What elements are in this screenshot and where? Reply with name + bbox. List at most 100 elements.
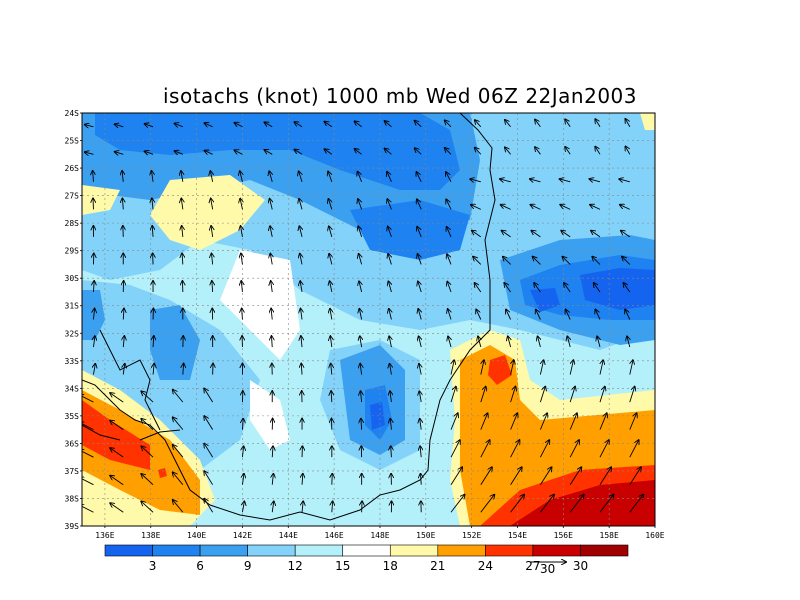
colorbar-level-label: 24 (478, 559, 493, 573)
colorbar-level-label: 9 (244, 559, 252, 573)
wind-arrow (234, 123, 243, 128)
wind-arrow (204, 444, 214, 458)
wind-arrow (181, 198, 183, 210)
wind-arrow (480, 360, 484, 375)
wind-arrow (510, 413, 518, 430)
wind-arrow (622, 257, 631, 265)
lat-tick-label: 39S (65, 522, 80, 531)
wind-arrow (204, 123, 213, 127)
colorbar-swatch (104, 544, 153, 557)
wind-arrow (361, 391, 362, 403)
wind-arrow (388, 281, 391, 293)
wind-arrow (418, 309, 421, 320)
wind-arrow (445, 120, 452, 128)
wind-arrow (625, 146, 631, 155)
wind-arrow (419, 391, 421, 403)
wind-arrow (358, 199, 363, 210)
wind-arrow (450, 413, 458, 430)
lat-tick-label: 35S (65, 412, 80, 421)
wind-arrow (93, 281, 94, 292)
reference-vector: 30 (530, 562, 566, 576)
wind-arrow (629, 387, 635, 403)
wind-arrow (504, 283, 511, 293)
wind-arrow (242, 309, 243, 320)
wind-arrow (474, 283, 482, 293)
wind-arrow (82, 450, 94, 458)
colorbar-level-label: 12 (288, 559, 303, 573)
wind-arrow (93, 309, 94, 320)
colorbar-swatch (247, 544, 296, 557)
wind-arrow (538, 336, 541, 348)
wind-arrow (211, 226, 213, 237)
wind-arrow (599, 495, 614, 513)
wind-arrow (390, 391, 391, 403)
lat-tick-label: 26S (65, 164, 80, 173)
lat-tick-label: 36S (65, 439, 80, 448)
lon-tick-label: 156E (554, 531, 573, 540)
colorbar-level-label: 21 (430, 559, 445, 573)
wind-arrow (141, 474, 154, 486)
wind-arrow (241, 254, 243, 265)
wind-arrow (530, 205, 541, 210)
wind-arrow (242, 446, 243, 458)
wind-arrow (85, 125, 94, 127)
lat-tick-label: 25S (65, 137, 80, 146)
wind-arrow (110, 476, 124, 486)
wind-arrow (599, 413, 607, 430)
wind-arrow (359, 254, 362, 265)
lon-tick-label: 150E (416, 531, 435, 540)
wind-arrow (110, 421, 124, 431)
wind-arrow (629, 440, 639, 458)
wind-arrow (539, 413, 547, 430)
wind-arrow (82, 477, 94, 486)
wind-arrow (501, 205, 511, 210)
lon-tick-label: 144E (279, 531, 298, 540)
wind-arrow (240, 199, 242, 210)
wind-arrow (211, 199, 213, 210)
wind-arrow (450, 387, 456, 403)
wind-arrow (174, 123, 184, 126)
wind-arrow (567, 336, 570, 348)
wind-arrow (110, 393, 124, 403)
colorbar-swatch (389, 544, 439, 557)
wind-arrow (385, 149, 392, 155)
colorbar-level-label: 3 (149, 559, 157, 573)
wind-arrow (473, 257, 482, 265)
wind-arrow (506, 310, 512, 320)
wind-arrow (471, 205, 481, 210)
wind-arrow (182, 226, 183, 237)
colorbar-swatch (294, 544, 344, 557)
wind-arrow (264, 150, 273, 155)
wind-arrow (329, 226, 332, 238)
wind-arrow (540, 440, 549, 458)
wind-arrow (141, 501, 154, 513)
wind-vectors (82, 119, 643, 513)
wind-arrow (332, 501, 333, 513)
lat-tick-label: 31S (65, 302, 80, 311)
wind-arrow (301, 364, 302, 375)
wind-arrow (536, 310, 541, 320)
wind-arrow (480, 440, 490, 458)
wind-arrow (418, 254, 422, 265)
wind-arrow (204, 389, 214, 403)
wind-arrow (331, 364, 332, 375)
colorbar-level-label: 27 (525, 559, 540, 573)
wind-arrow (500, 179, 511, 182)
wind-arrow (564, 283, 571, 293)
wind-arrow (152, 198, 153, 210)
wind-arrow (324, 149, 333, 155)
wind-arrow (530, 179, 541, 182)
wind-arrow (269, 171, 272, 182)
wind-arrow (480, 413, 488, 430)
wind-arrow (152, 226, 153, 237)
wind-arrow (210, 171, 212, 182)
wind-arrow (204, 471, 214, 485)
wind-arrow (330, 309, 332, 320)
wind-arrow (173, 390, 184, 403)
wind-arrow (123, 364, 124, 375)
wind-arrow (145, 151, 154, 154)
wind-arrow (445, 148, 452, 155)
wind-arrow (141, 446, 154, 458)
lat-tick-label: 38S (65, 494, 80, 503)
wind-arrow (539, 360, 543, 375)
